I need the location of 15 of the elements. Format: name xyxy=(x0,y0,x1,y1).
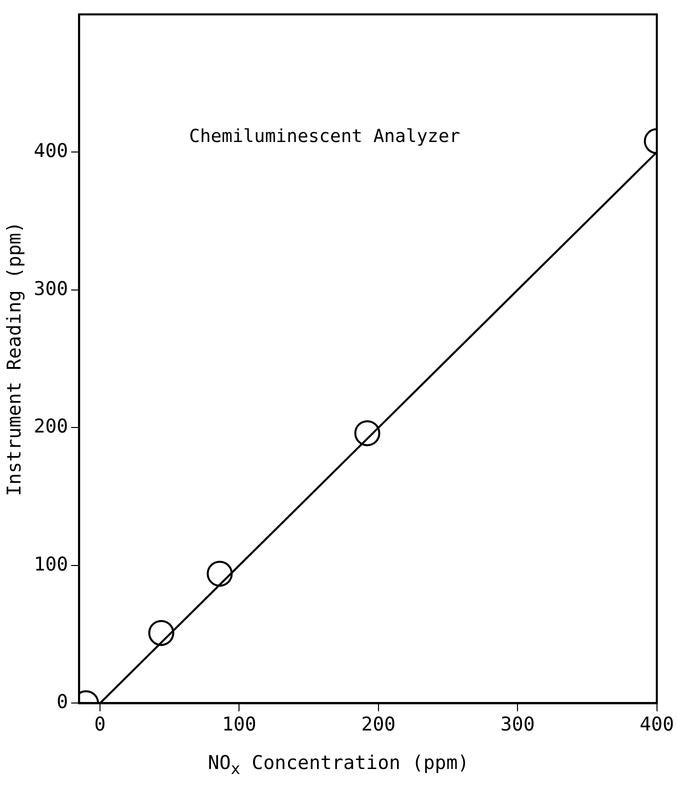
x-tick-label: 200 xyxy=(361,714,396,736)
y-tick-label: 100 xyxy=(34,553,68,576)
x-tick-label: 400 xyxy=(640,714,674,736)
x-axis-title: NO$_{x}$ Concentration (ppm) xyxy=(206,752,470,778)
y-axis-title: Instrument Reading (ppm) xyxy=(3,222,26,496)
y-tick-label: 200 xyxy=(34,416,68,438)
annotation: Chemiluminescent Analyzer xyxy=(189,126,460,148)
y-tick-label: 300 xyxy=(34,278,68,300)
point xyxy=(148,620,174,646)
point xyxy=(206,560,233,587)
y-tick-label: 0 xyxy=(56,691,68,714)
x-tick-label: 300 xyxy=(500,714,535,736)
y-tick-label: 400 xyxy=(34,140,68,162)
x-tick-label: 100 xyxy=(222,714,256,736)
x-tick-label: 0 xyxy=(94,714,106,736)
